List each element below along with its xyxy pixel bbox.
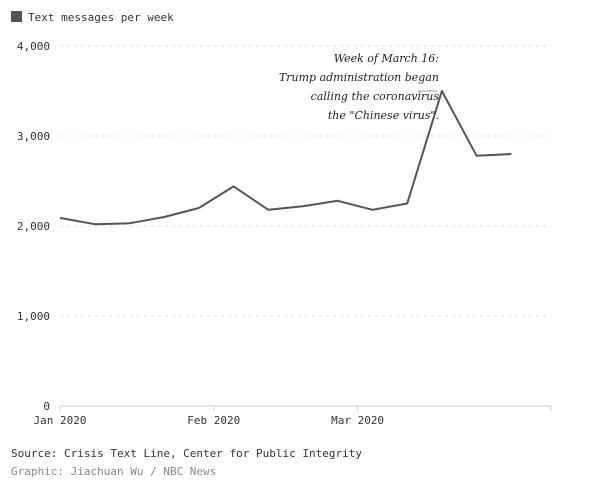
y-tick-label: 1,000 — [17, 310, 50, 323]
y-axis: 0 1,000 2,000 3,000 4,000 — [17, 40, 50, 413]
data-point — [335, 198, 340, 203]
data-point — [405, 201, 410, 206]
annotation-text: Week of March 16: — [334, 52, 439, 65]
series-line — [59, 90, 512, 226]
annotation: Week of March 16: Trump administration be… — [279, 52, 439, 122]
x-tick-label: Mar 2020 — [331, 414, 384, 427]
data-point — [162, 215, 167, 220]
data-point — [231, 184, 236, 189]
y-tick-label: 3,000 — [17, 130, 50, 143]
data-point — [370, 207, 375, 212]
data-point — [196, 206, 201, 211]
data-point — [92, 222, 97, 227]
credit-note: Graphic: Jiachuan Wu / NBC News — [11, 465, 216, 478]
x-tick-label: Jan 2020 — [34, 414, 87, 427]
y-tick-label: 2,000 — [17, 220, 50, 233]
legend: Text messages per week — [11, 11, 174, 24]
data-point — [474, 153, 479, 158]
data-point — [301, 204, 306, 209]
y-tick-label: 0 — [43, 400, 50, 413]
source-note: Source: Crisis Text Line, Center for Pub… — [11, 447, 362, 460]
x-tick-label: Feb 2020 — [187, 414, 240, 427]
x-axis: Jan 2020 Feb 2020 Mar 2020 — [34, 405, 552, 427]
legend-label: Text messages per week — [28, 11, 174, 24]
annotation-text: Trump administration began — [279, 71, 439, 84]
legend-swatch — [11, 11, 22, 22]
annotation-text: calling the coronavirus — [311, 90, 440, 103]
series-layer — [58, 89, 514, 227]
data-point — [266, 207, 271, 212]
data-point — [127, 221, 132, 226]
data-point — [58, 215, 63, 220]
gridlines — [60, 45, 551, 317]
data-point — [439, 89, 444, 94]
y-tick-label: 4,000 — [17, 40, 50, 53]
data-point — [509, 152, 514, 157]
annotation-text: the "Chinese virus". — [328, 109, 439, 122]
